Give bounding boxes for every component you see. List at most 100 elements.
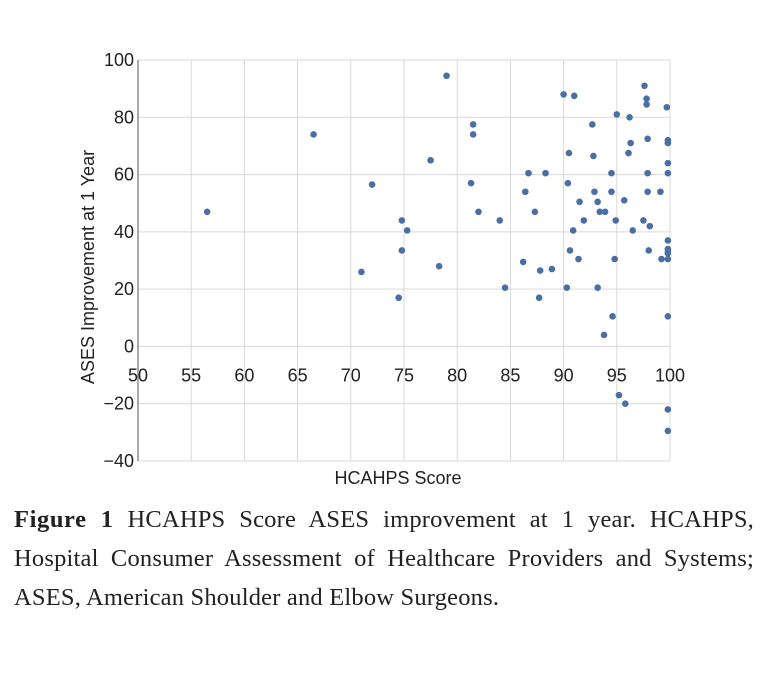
data-point — [542, 169, 549, 177]
x-tick-label: 80 — [447, 365, 467, 385]
data-point — [398, 217, 406, 224]
data-point — [643, 101, 650, 108]
data-point — [594, 198, 601, 206]
data-point — [565, 149, 573, 157]
grid-lines — [137, 59, 671, 462]
data-point — [591, 188, 598, 196]
data-point — [664, 406, 672, 413]
x-tick-label: 90 — [554, 365, 574, 385]
data-point — [664, 169, 672, 177]
data-point — [664, 237, 672, 244]
y-tick-label: 100 — [104, 50, 134, 70]
data-point — [358, 268, 365, 276]
data-point — [368, 181, 376, 188]
data-point — [620, 197, 628, 204]
data-point — [611, 255, 618, 263]
y-axis-title: ASES Improvement at 1 Year — [78, 150, 98, 384]
y-tick-label: 20 — [114, 279, 134, 299]
data-point — [564, 179, 572, 187]
y-tick-labels: 100 80 60 40 20 0 −20 −40 — [103, 50, 134, 471]
data-point — [664, 427, 672, 435]
y-tick-label: −20 — [103, 394, 134, 414]
data-point — [664, 313, 672, 320]
data-point — [475, 208, 482, 216]
data-point — [435, 262, 443, 270]
data-point — [427, 156, 434, 164]
y-tick-label: 0 — [124, 336, 134, 356]
data-point — [608, 188, 615, 196]
data-point — [519, 258, 527, 266]
data-point — [576, 198, 583, 206]
data-point — [589, 121, 596, 128]
data-point — [395, 294, 402, 302]
data-point — [644, 169, 651, 177]
x-tick-label: 85 — [500, 365, 520, 385]
data-point — [580, 217, 588, 224]
data-point — [525, 169, 532, 177]
x-axis-title: HCAHPS Score — [334, 468, 461, 488]
data-point — [644, 188, 651, 196]
data-point — [467, 179, 475, 187]
data-point — [398, 247, 406, 254]
x-tick-labels: 50 55 60 65 70 75 80 85 90 95 100 — [128, 365, 685, 385]
data-point — [496, 217, 504, 224]
data-point — [612, 217, 620, 224]
data-point — [403, 227, 411, 234]
data-point — [622, 400, 629, 408]
data-point — [570, 92, 578, 100]
data-point — [609, 313, 616, 320]
y-tick-label: 60 — [114, 165, 134, 185]
data-point — [203, 208, 211, 216]
data-point — [310, 131, 317, 138]
data-point — [643, 95, 650, 102]
data-point — [646, 222, 654, 230]
data-point — [575, 255, 582, 263]
data-point — [501, 284, 509, 292]
data-point — [548, 265, 556, 273]
x-tick-label: 70 — [341, 365, 361, 385]
data-point — [625, 149, 632, 157]
data-point — [443, 72, 450, 80]
data-point — [601, 208, 609, 216]
scatter-chart: 50 55 60 65 70 75 80 85 90 95 100 100 80 60 40 20 0 −20 −… — [78, 50, 685, 488]
data-point — [663, 103, 671, 111]
y-tick-label: 40 — [114, 222, 134, 242]
data-point — [644, 135, 651, 143]
caption-text: HCAHPS Score ASES improvement at 1 year.… — [14, 506, 754, 611]
y-tick-label: −40 — [103, 451, 134, 471]
data-point — [626, 113, 633, 121]
data-point — [645, 247, 653, 254]
figure-caption: Figure 1 HCAHPS Score ASES improvement a… — [14, 500, 754, 617]
data-point — [469, 121, 477, 128]
data-point — [658, 255, 665, 263]
data-point — [469, 131, 477, 138]
data-point — [569, 227, 577, 234]
data-point — [596, 208, 604, 216]
x-tick-label: 50 — [128, 365, 148, 385]
data-point — [600, 331, 608, 339]
x-tick-label: 55 — [181, 365, 201, 385]
data-points — [203, 72, 672, 435]
data-point — [664, 250, 672, 257]
data-point — [627, 139, 634, 147]
data-point — [590, 152, 597, 160]
data-point — [594, 284, 601, 292]
x-tick-label: 60 — [234, 365, 254, 385]
data-point — [641, 82, 648, 90]
data-point — [613, 111, 621, 118]
data-point — [521, 188, 529, 196]
x-tick-label: 95 — [607, 365, 627, 385]
data-point — [608, 169, 615, 177]
figure-label: Figure 1 — [14, 506, 114, 533]
data-point — [536, 267, 544, 274]
data-point — [615, 391, 623, 399]
data-point — [629, 227, 637, 234]
x-tick-label: 75 — [394, 365, 414, 385]
data-point — [560, 91, 567, 98]
x-tick-label: 100 — [655, 365, 685, 385]
y-tick-label: 80 — [114, 107, 134, 127]
data-point — [664, 255, 672, 263]
data-point — [664, 159, 672, 167]
data-point — [531, 208, 539, 216]
data-point — [664, 139, 672, 147]
